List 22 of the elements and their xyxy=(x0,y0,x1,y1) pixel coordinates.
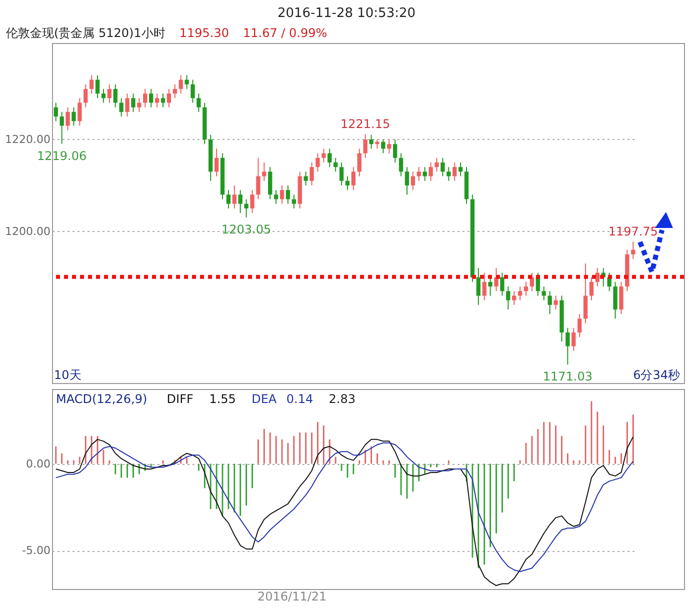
text: 11.67 / 0.99% xyxy=(242,26,328,40)
annotation: 1.55 xyxy=(209,392,236,406)
chart-title: 2016-11-28 10:53:20 xyxy=(276,5,417,23)
chart-title: MACD(12,26,9) xyxy=(56,392,148,406)
annotation: 1219.06 xyxy=(37,148,87,163)
text: 1195.30 xyxy=(179,26,229,40)
annotation: 2.83 xyxy=(328,392,356,406)
annotation: 1197.75 xyxy=(608,224,658,239)
annotation: 0.14 xyxy=(286,392,314,406)
annotation: 6分34秒 xyxy=(633,368,680,382)
text: DIFF xyxy=(166,392,194,406)
y-tick-label: 1200.00 xyxy=(5,224,50,238)
chart-subtitle: 伦敦金现(贵金属 5120)1小时 xyxy=(6,26,166,40)
text: DEA xyxy=(252,392,278,406)
annotation: 1171.03 xyxy=(542,369,592,384)
annotation: 1221.15 xyxy=(340,117,390,132)
y-tick-label: 0.00 xyxy=(26,457,50,470)
x-axis-title: 2016/11/21 xyxy=(258,590,327,604)
y-tick-label: -5.00 xyxy=(22,544,50,558)
y-tick-label: 1220.00 xyxy=(5,132,50,146)
annotation: 1203.05 xyxy=(221,222,272,236)
annotation: 10天 xyxy=(54,368,82,382)
